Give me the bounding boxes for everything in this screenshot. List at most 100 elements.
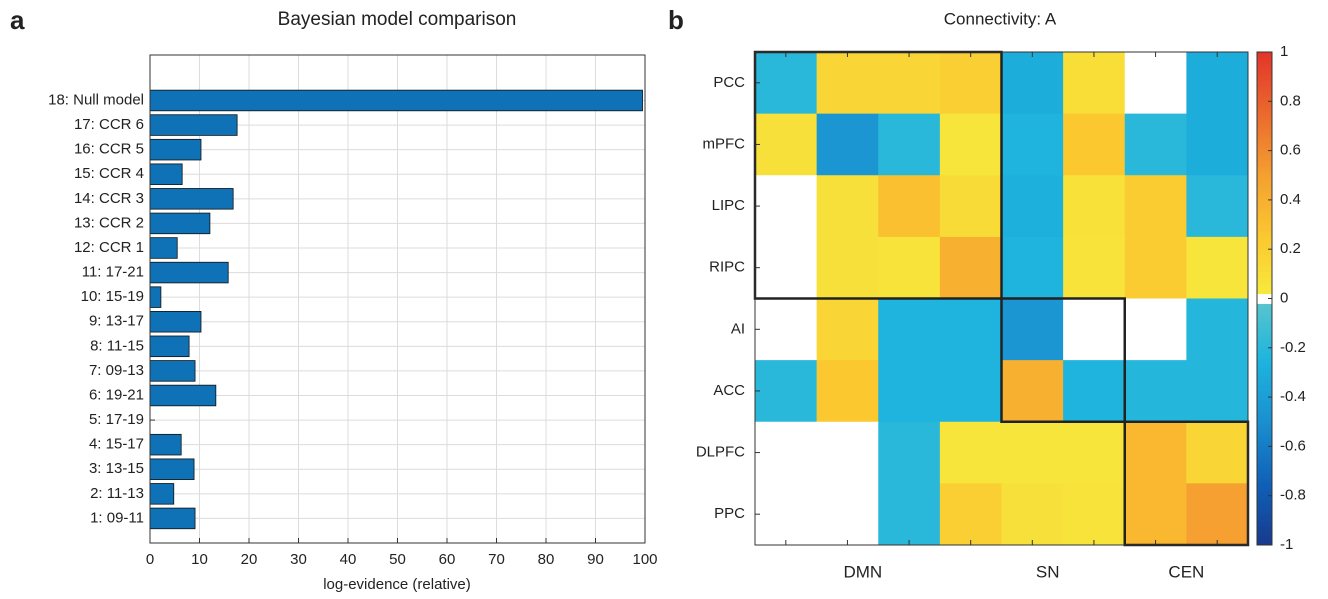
y-tick-label: 13: CCR 2 — [74, 214, 144, 231]
panel-label: b — [668, 5, 684, 35]
colorbar-slice — [1257, 325, 1272, 329]
heatmap-cell — [1124, 175, 1187, 238]
colorbar-slice — [1257, 84, 1272, 88]
colorbar-slice — [1257, 394, 1272, 398]
colorbar-slice — [1257, 402, 1272, 405]
colorbar-slice — [1257, 365, 1272, 369]
colorbar-slice — [1257, 182, 1272, 186]
colorbar-slice — [1257, 138, 1272, 142]
colorbar-slice — [1257, 310, 1272, 314]
heatmap-cell — [1001, 360, 1064, 423]
y-tick-label: ACC — [713, 382, 745, 399]
heatmap-cell — [1063, 175, 1126, 238]
colorbar-tick-label: 0 — [1280, 289, 1288, 306]
chart-title: Connectivity: A — [944, 9, 1057, 28]
heatmap-cell — [1063, 113, 1126, 176]
heatmap-cell — [816, 236, 879, 299]
heatmap-cell — [939, 360, 1002, 423]
colorbar-slice — [1257, 527, 1272, 531]
y-tick-label: 16: CCR 5 — [74, 141, 144, 158]
colorbar-slice — [1257, 377, 1272, 381]
heatmap-cell — [816, 175, 879, 238]
heatmap-cell — [1001, 113, 1064, 176]
colorbar-slice — [1257, 170, 1272, 174]
bar — [149, 483, 175, 505]
colorbar-slice — [1257, 537, 1272, 541]
colorbar-slice — [1257, 143, 1272, 147]
bar — [149, 261, 229, 284]
colorbar-tick-label: -1 — [1280, 536, 1293, 553]
bar — [149, 114, 238, 136]
bar — [149, 384, 217, 407]
colorbar-slice — [1257, 505, 1272, 509]
heatmap-cell — [1001, 483, 1064, 546]
heatmap-cell — [1063, 298, 1126, 361]
x-group-label: CEN — [1168, 562, 1204, 581]
heatmap-cell — [1124, 298, 1187, 361]
colorbar-slice — [1257, 488, 1272, 492]
colorbar-slice — [1257, 508, 1272, 511]
heatmap-cell — [878, 298, 941, 361]
heatmap-cell — [816, 298, 879, 361]
colorbar-slice — [1257, 130, 1272, 134]
y-tick-label: AI — [731, 320, 745, 337]
colorbar-slice — [1257, 384, 1272, 388]
colorbar-slice — [1257, 194, 1272, 198]
colorbar-slice — [1257, 222, 1272, 226]
colorbar-slice — [1257, 478, 1272, 482]
colorbar-slice — [1257, 239, 1272, 243]
panel-label: a — [10, 5, 25, 35]
colorbar-slice — [1257, 172, 1272, 176]
colorbar-slice — [1257, 64, 1272, 68]
colorbar-slice — [1257, 471, 1272, 475]
colorbar-slice — [1257, 150, 1272, 154]
heatmap-cell — [939, 483, 1002, 546]
colorbar-slice — [1257, 61, 1272, 65]
colorbar-slice — [1257, 493, 1272, 497]
colorbar-slice — [1257, 379, 1272, 383]
heatmap-cell — [939, 113, 1002, 176]
heatmap-cell — [939, 421, 1002, 484]
x-tick-label: 30 — [290, 551, 307, 568]
colorbar-slice — [1257, 66, 1272, 70]
colorbar-slice — [1257, 532, 1272, 536]
colorbar-slice — [1257, 318, 1272, 322]
colorbar-slice — [1257, 372, 1272, 376]
colorbar-slice — [1257, 177, 1272, 181]
colorbar-slice — [1257, 81, 1272, 85]
colorbar-slice — [1257, 249, 1272, 253]
colorbar-slice — [1257, 308, 1272, 312]
colorbar-slice — [1257, 503, 1272, 507]
colorbar-slice — [1257, 246, 1272, 250]
colorbar-tick-label: 1 — [1280, 43, 1288, 60]
bar — [149, 163, 183, 185]
colorbar-slice — [1257, 335, 1272, 339]
colorbar-slice — [1257, 288, 1272, 292]
x-tick-label: 60 — [439, 551, 456, 568]
colorbar-slice — [1257, 121, 1272, 124]
colorbar-slice — [1257, 54, 1272, 58]
colorbar-slice — [1257, 441, 1272, 445]
colorbar-slice — [1257, 468, 1272, 472]
colorbar-slice — [1257, 281, 1272, 285]
colorbar-slice — [1257, 74, 1272, 78]
colorbar-slice — [1257, 180, 1272, 184]
colorbar-slice — [1257, 515, 1272, 519]
colorbar-slice — [1257, 414, 1272, 418]
colorbar-slice — [1257, 522, 1272, 526]
colorbar-slice — [1257, 227, 1272, 230]
colorbar-slice — [1257, 185, 1272, 189]
colorbar-slice — [1257, 125, 1272, 129]
colorbar-slice — [1257, 88, 1272, 92]
colorbar-slice — [1257, 197, 1272, 201]
heatmap-cell — [878, 421, 941, 484]
colorbar-slice — [1257, 256, 1272, 260]
heatmap-cell — [1001, 52, 1064, 115]
colorbar-slice — [1257, 362, 1272, 366]
colorbar-slice — [1257, 345, 1272, 349]
heatmap-cell — [1124, 236, 1187, 299]
colorbar-slice — [1257, 251, 1272, 255]
colorbar-slice — [1257, 93, 1272, 97]
colorbar-slice — [1257, 446, 1272, 450]
colorbar-slice — [1257, 498, 1272, 502]
